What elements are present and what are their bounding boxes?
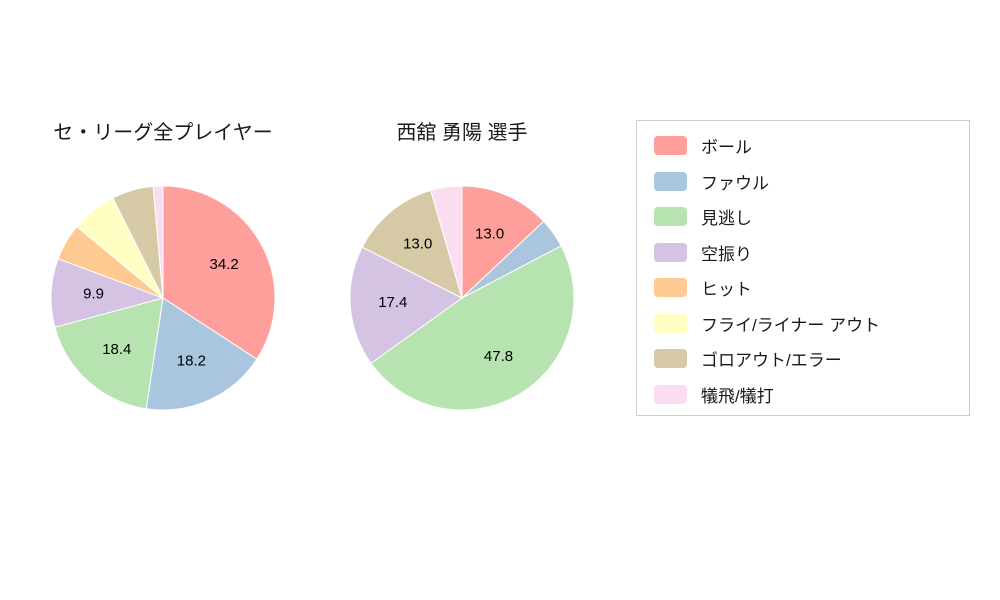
- legend-label: ヒット: [701, 280, 752, 300]
- legend-swatch: [654, 349, 687, 369]
- pie-slice-6: [361, 189, 463, 299]
- legend-item: フライ/ライナー アウト: [654, 306, 969, 342]
- legend-swatch: [654, 313, 687, 333]
- pie-value-label: 13.0: [475, 225, 504, 242]
- chart-title-right: 西舘 勇陽 選手: [396, 122, 528, 144]
- pie-slice-1: [145, 297, 258, 411]
- pie-chart-right: 13.0 47.8 17.4 13.0: [349, 185, 575, 411]
- chart-title-left: セ・リーグ全プレイヤー: [53, 122, 273, 144]
- pie-chart-left: 34.2 18.2 18.4 9.9: [50, 185, 276, 411]
- legend-swatch: [654, 278, 687, 298]
- pie-value-label: 18.2: [177, 352, 206, 369]
- legend-item: ゴロアウト/エラー: [654, 341, 969, 377]
- pie-value-label: 34.2: [209, 256, 238, 273]
- pie-slice-2: [370, 245, 575, 411]
- pie-slice-3: [349, 246, 463, 364]
- legend-label: ゴロアウト/エラー: [701, 351, 842, 371]
- legend-label: 犠飛/犠打: [701, 386, 774, 406]
- pie-slice-7: [152, 185, 164, 299]
- pie-value-label: 9.9: [83, 286, 104, 303]
- legend-label: ファウル: [701, 173, 769, 193]
- legend-item: 犠飛/犠打: [654, 377, 969, 413]
- legend-label: 見逃し: [701, 209, 752, 229]
- legend-swatch: [654, 207, 687, 227]
- pie-value-label: 17.4: [378, 294, 407, 311]
- legend-label: フライ/ライナー アウト: [701, 315, 881, 335]
- legend-item: ファウル: [654, 164, 969, 200]
- pie-slice-7: [430, 185, 463, 299]
- legend-item: ボール: [654, 128, 969, 164]
- pie-chart-right-container: 西舘 勇陽 選手 13.0 47.8 17.4 13.0: [342, 120, 582, 418]
- legend-swatch: [654, 242, 687, 262]
- legend-item: 空振り: [654, 235, 969, 271]
- pie-chart-left-container: セ・リーグ全プレイヤー 34.2 18.2 18.4 9.9: [43, 120, 283, 418]
- legend: ボールファウル見逃し空振りヒットフライ/ライナー アウト ゴロアウト/エラー 犠飛/…: [636, 120, 970, 416]
- legend-swatch: [654, 384, 687, 404]
- legend-label: 空振り: [701, 244, 752, 264]
- legend-item: ヒット: [654, 270, 969, 306]
- pie-slice-0: [461, 185, 545, 299]
- legend-swatch: [654, 171, 687, 191]
- pie-value-label: 13.0: [403, 235, 432, 252]
- legend-swatch: [654, 136, 687, 156]
- pie-value-label: 47.8: [484, 348, 513, 365]
- pie-value-label: 18.4: [102, 341, 131, 358]
- pie-slice-2: [54, 297, 164, 410]
- legend-label: ボール: [701, 138, 752, 158]
- legend-item: 見逃し: [654, 199, 969, 235]
